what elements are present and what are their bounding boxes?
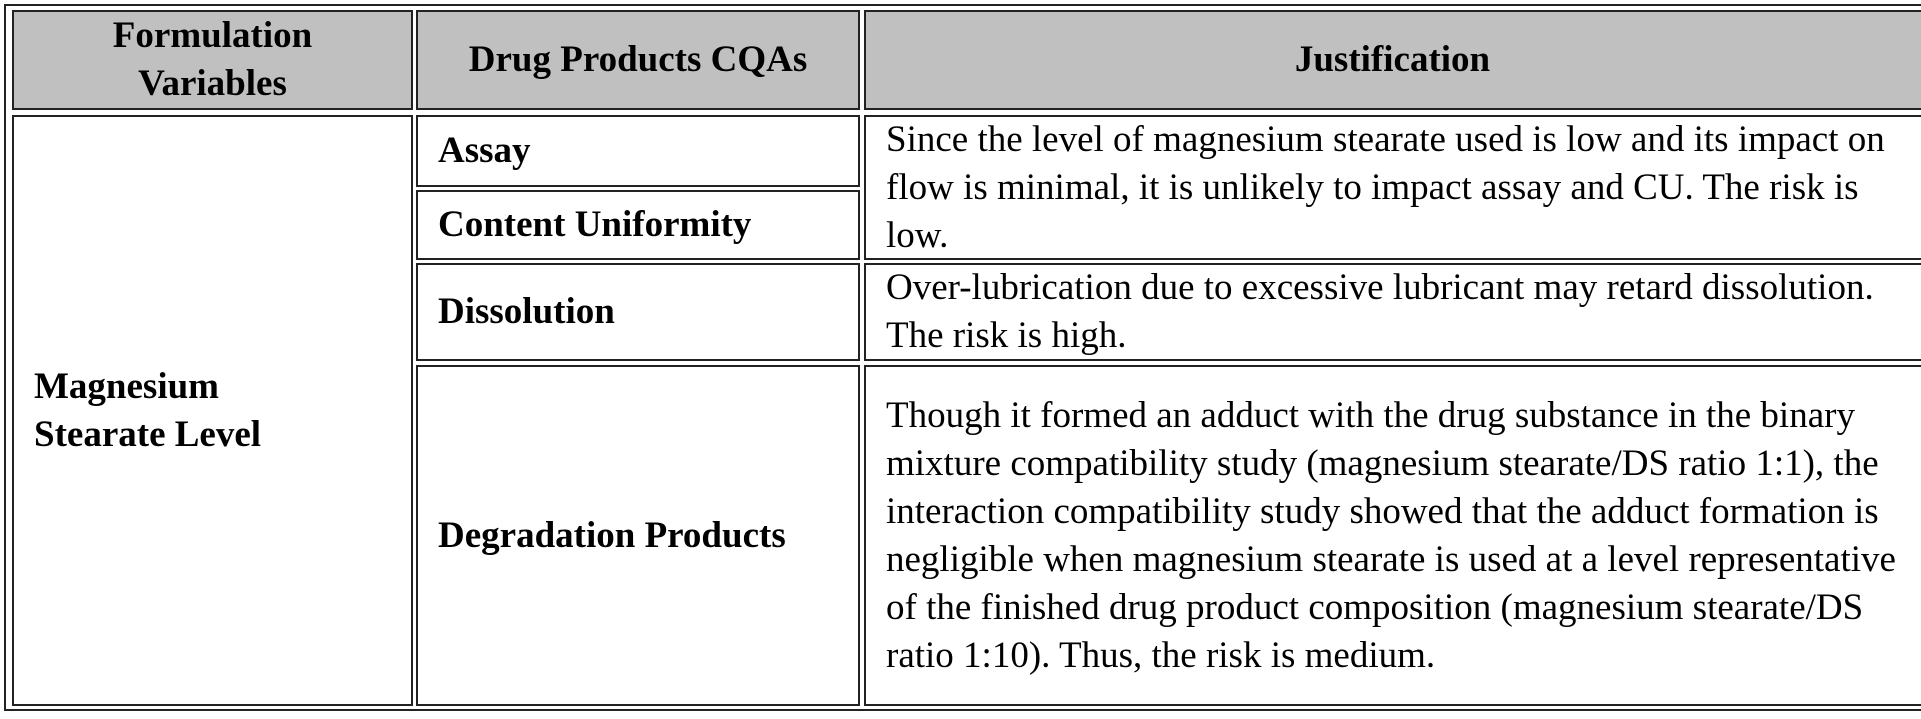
cqa-cell: Degradation Products: [416, 365, 860, 706]
cqa-cell: Dissolution: [416, 263, 860, 361]
header-text: Drug Products CQAs: [468, 39, 808, 80]
header-cell: Formulation Variables: [12, 10, 413, 110]
header-cell: Justification: [864, 10, 1921, 110]
header-text: Formulation Variables: [112, 15, 313, 104]
justification-text: Since the level of magnesium stearate us…: [886, 118, 1885, 256]
variable-cell: Magnesium Stearate Level: [12, 115, 413, 706]
cqa-cell: Assay: [416, 115, 860, 187]
justification-text: Over-lubrication due to excessive lubric…: [886, 267, 1874, 356]
cqa-text: Degradation Products: [438, 514, 786, 556]
variable-text: Magnesium Stearate Level: [34, 365, 262, 455]
header-cell: Drug Products CQAs: [416, 10, 860, 110]
justification-text: Though it formed an adduct with the drug…: [886, 394, 1896, 676]
header-text: Justification: [1294, 39, 1491, 80]
cqa-text: Dissolution: [438, 291, 615, 332]
cqa-text: Assay: [438, 130, 531, 171]
table-frame: [4, 4, 1921, 711]
justification-cell: Since the level of magnesium stearate us…: [864, 115, 1921, 260]
cqa-cell: Content Uniformity: [416, 190, 860, 260]
justification-cell: Over-lubrication due to excessive lubric…: [864, 263, 1921, 361]
cqa-text: Content Uniformity: [438, 204, 752, 245]
justification-cell: Though it formed an adduct with the drug…: [864, 365, 1921, 706]
